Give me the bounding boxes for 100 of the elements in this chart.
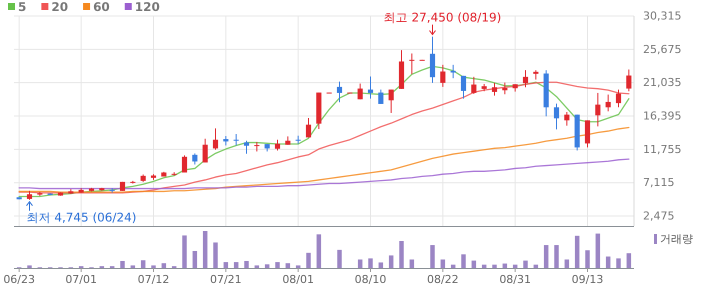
bar [151,265,156,268]
legend-label: 60 [93,0,110,14]
bar [450,264,456,268]
candlestick [430,36,436,84]
bar [192,250,198,268]
bar [440,259,446,268]
candlestick [584,120,590,148]
bar [564,259,570,268]
candlestick [378,89,384,104]
candlestick [244,140,250,154]
bar [182,235,187,268]
x-tick-label: 08/22 [426,273,459,286]
bar [286,263,290,268]
candlestick [533,70,538,80]
bar [596,234,600,268]
candlestick [192,152,198,165]
candlestick [471,76,476,94]
annotation: 최고 27,450 (08/19) [384,10,502,25]
bar [316,234,322,268]
x-tick-label: 08/01 [282,273,314,286]
bar [606,256,610,268]
y-tick-label: 7,115 [643,176,674,190]
bar [306,252,311,268]
bar [337,250,342,268]
bar [140,260,146,268]
bar [264,264,270,268]
bar [472,260,476,268]
bar [244,260,249,268]
bar [224,262,228,268]
legend-label: 5 [18,0,26,14]
x-tick-label: 08/31 [499,273,532,286]
bar [388,255,394,268]
candlestick [595,92,600,127]
candlestick [502,82,508,95]
x-tick-label: 07/12 [138,273,170,286]
bar [523,260,528,268]
bar [358,259,362,268]
candlestick [606,94,611,112]
bar [120,260,125,268]
candlestick [212,128,218,150]
bar [130,265,136,268]
bar [410,259,414,268]
candlestick [626,68,632,92]
candlestick [440,64,446,88]
x-tick-label: 07/01 [65,273,98,286]
candlestick [492,82,498,96]
bar [502,264,508,268]
legend-label: 20 [51,0,68,14]
legend-label: 120 [134,0,160,14]
x-tick-label: 06/23 [3,273,36,286]
candlestick [388,89,394,114]
candlestick [234,134,239,146]
y-tick-label: 2,475 [643,210,674,223]
bar [296,265,300,268]
candlestick [358,83,363,100]
candlestick [182,154,188,174]
bar [626,253,632,268]
y-tick-label: 11,755 [643,142,682,156]
candlestick [254,142,260,152]
bar [202,231,208,268]
candlestick [409,52,414,75]
candlestick [554,103,560,130]
x-tick-label: 09/13 [572,273,604,286]
line-series [18,158,630,190]
bar [534,264,538,268]
candlestick [306,118,312,138]
bar [585,250,590,268]
bar [492,264,497,268]
candlestick [223,136,228,146]
bar [574,236,580,268]
bar [378,262,384,268]
bar [234,262,238,268]
candlestick [274,139,280,151]
bar [162,263,166,268]
candlestick [522,70,528,88]
bar [430,245,435,268]
bar [368,258,373,268]
y-tick-label: 16,395 [643,110,682,123]
bar [461,254,466,268]
bar [27,265,32,268]
bar [399,240,404,268]
legend-label: 거래량 [660,232,693,246]
candlestick [450,64,456,79]
bar [512,264,518,268]
candlestick [564,111,570,126]
y-tick-label: 25,675 [643,42,682,56]
bar [254,265,260,268]
bar [213,242,218,268]
y-tick-label: 21,035 [643,76,682,90]
y-tick-label: 30,315 [643,10,682,22]
candlestick [336,81,342,103]
candlestick [202,138,208,163]
candlestick [368,76,374,100]
x-tick-label: 07/21 [210,273,242,286]
x-tick-label: 08/10 [354,273,386,286]
candlestick [616,89,622,108]
bar [616,258,621,268]
annotation: 최저 4,745 (06/24) [26,210,136,225]
candlestick [460,75,466,100]
bar [554,245,559,268]
